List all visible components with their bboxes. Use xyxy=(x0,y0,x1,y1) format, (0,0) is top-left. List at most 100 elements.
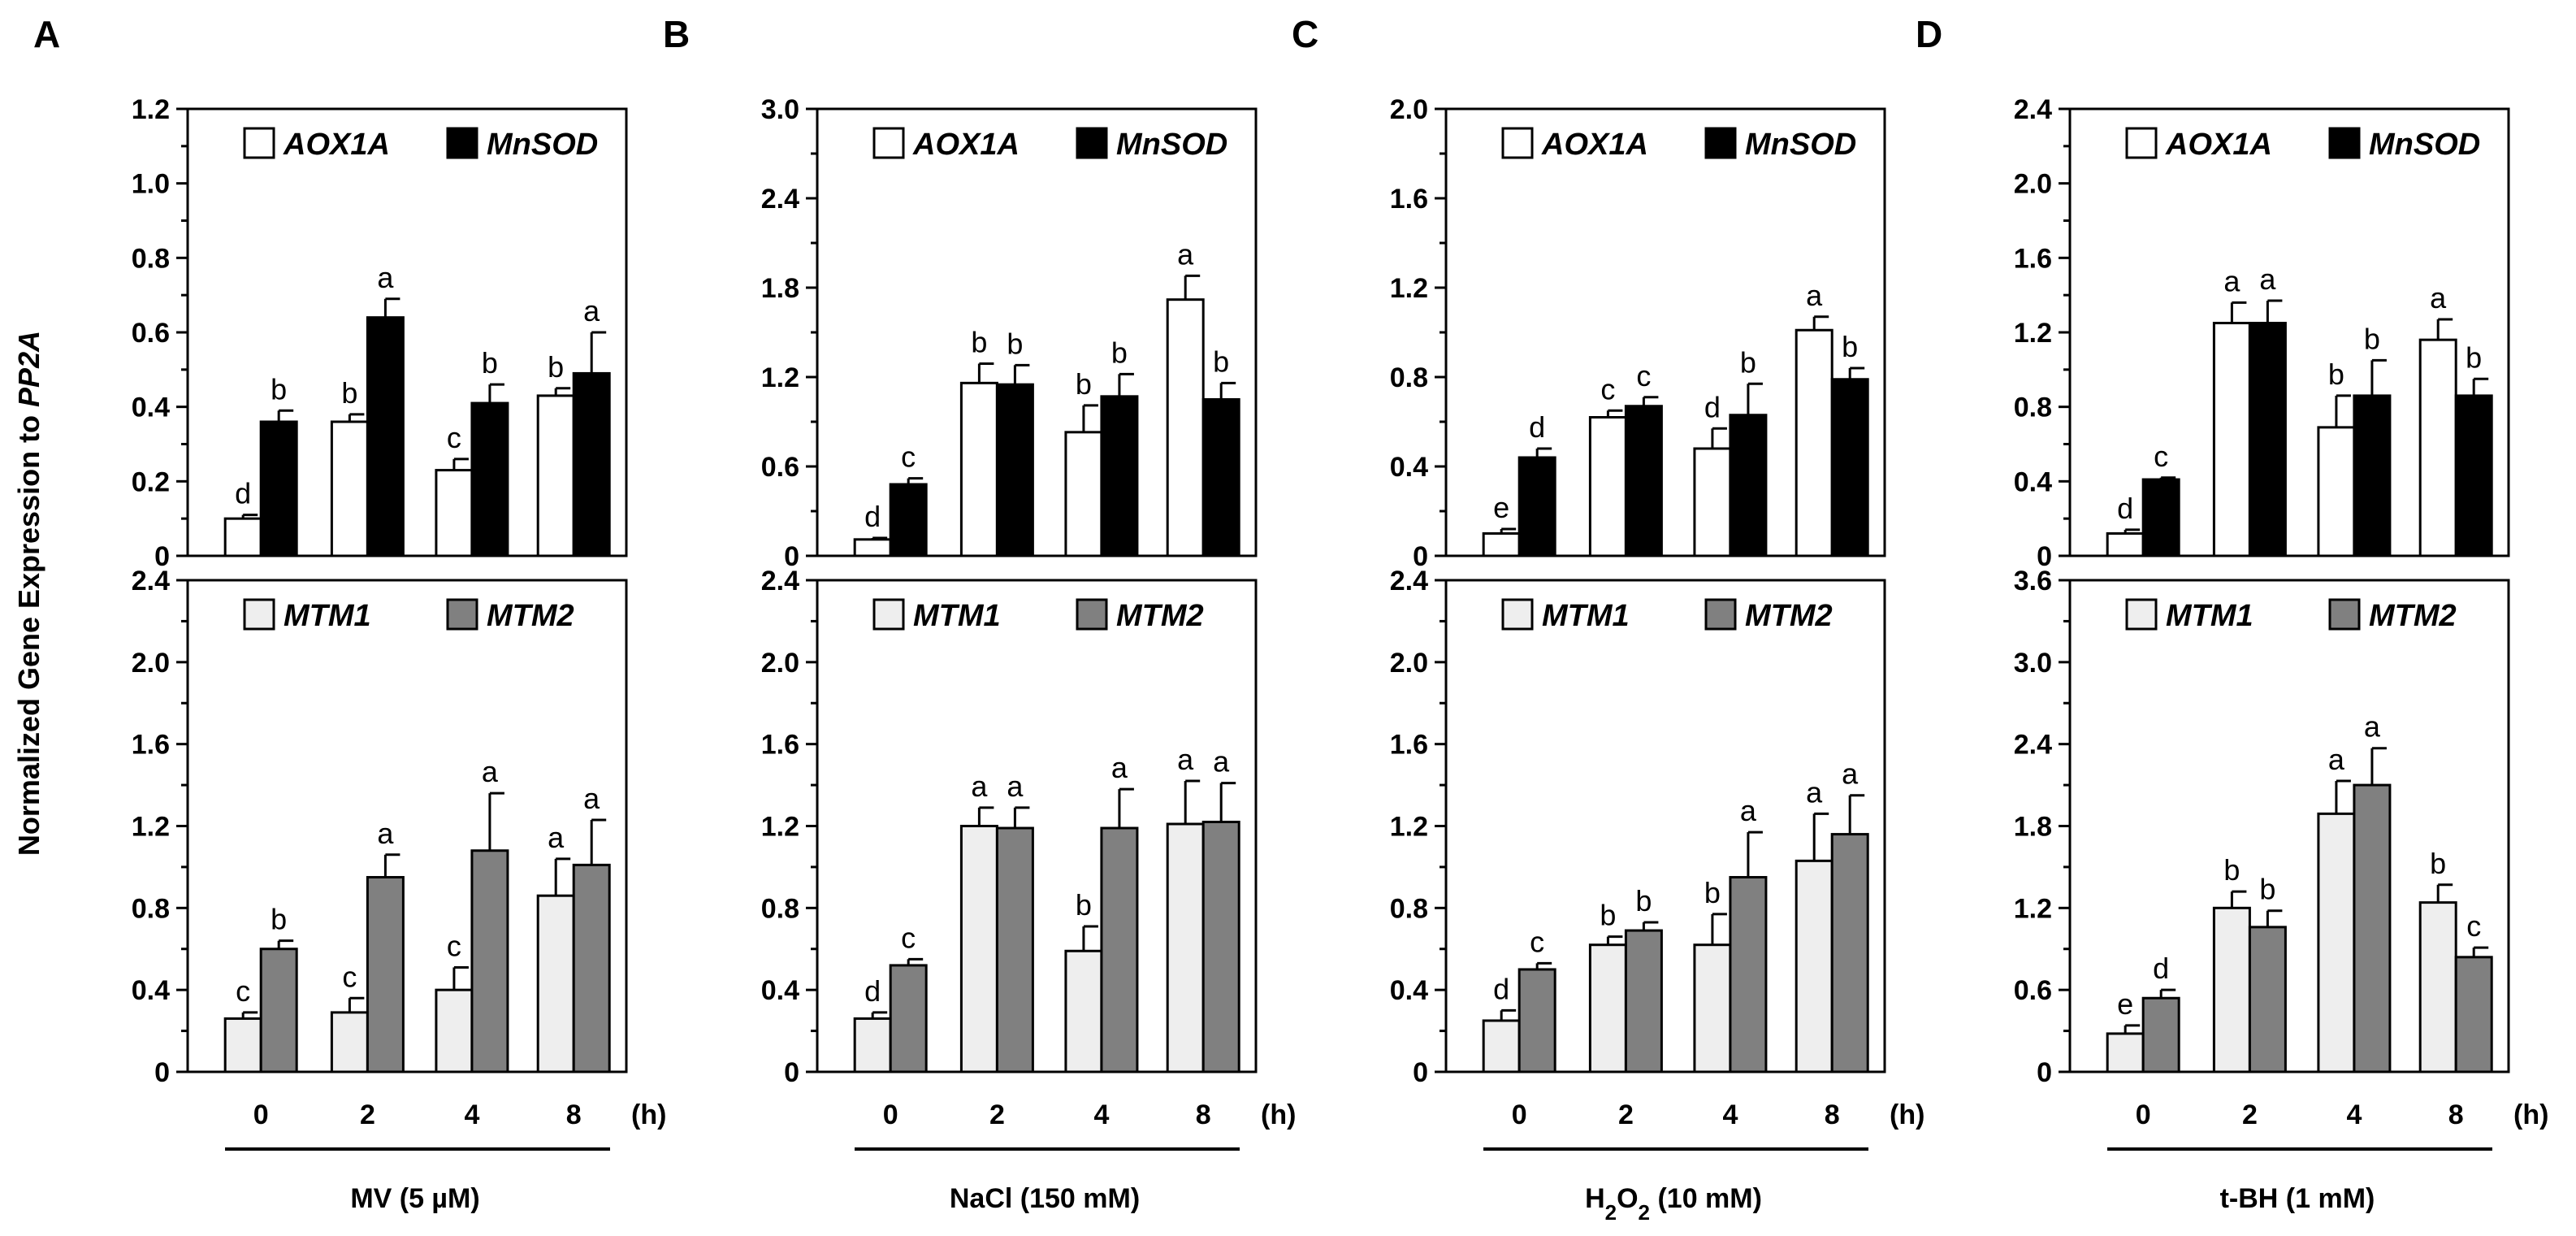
y-tick-label: 1.6 xyxy=(2014,243,2052,274)
bar-mtm2-2 xyxy=(2248,926,2287,1073)
legend-swatch-mnsod xyxy=(1704,127,1737,159)
legend-swatch-mtm2 xyxy=(2328,598,2361,631)
legend-label-aox1a: AOX1A xyxy=(912,128,1020,162)
y-tick-label: 1.6 xyxy=(761,730,799,761)
bar-mnsod-8 xyxy=(572,371,611,557)
significance-letter: d xyxy=(235,477,251,510)
significance-letter: b xyxy=(1076,367,1092,401)
y-tick-label: 1.8 xyxy=(2014,812,2052,843)
y-tick-label: 0.2 xyxy=(132,466,170,497)
x-tick-label: 0 xyxy=(883,1099,898,1130)
y-tick-label: 1.6 xyxy=(1390,730,1428,761)
x-tick-label: 2 xyxy=(989,1099,1005,1130)
bar-aox1a-8 xyxy=(2418,338,2457,557)
bar-mtm1-0 xyxy=(223,1017,262,1073)
y-tick-label: 2.4 xyxy=(761,566,799,596)
y-tick-label: 0 xyxy=(154,1057,170,1088)
significance-letter: a xyxy=(1007,770,1024,803)
significance-letter: c xyxy=(901,921,916,954)
legend-label-mtm1: MTM1 xyxy=(2166,599,2253,633)
x-axis-labels: 0 2 4 8 (h) xyxy=(1512,1099,1925,1130)
significance-letter: c xyxy=(2154,440,2168,473)
x-tick-label: 8 xyxy=(1196,1099,1211,1130)
bar-mtm2-0 xyxy=(2141,996,2180,1073)
significance-letter: b xyxy=(1635,884,1652,917)
bar-aox1a-8 xyxy=(1795,328,1834,557)
bar-mnsod-2 xyxy=(995,383,1034,557)
bar-mnsod-0 xyxy=(259,420,298,557)
x-tick-label: 4 xyxy=(2346,1099,2362,1130)
y-tick-label: 0.8 xyxy=(2014,392,2052,423)
x-tick-label: 4 xyxy=(464,1099,479,1130)
legend-swatch-aox1a xyxy=(1501,127,1534,159)
legend-swatch-mnsod xyxy=(446,127,478,159)
legend: AOX1A MnSOD xyxy=(243,127,598,162)
significance-letter: b xyxy=(1007,327,1023,360)
treatment-label: H2O2 (10 mM) xyxy=(1585,1183,1762,1225)
bar-mtm1-4 xyxy=(2317,812,2356,1073)
significance-letter: a xyxy=(2328,743,2345,776)
y-tick-label: 0 xyxy=(154,541,170,572)
legend-swatch-mtm1 xyxy=(872,598,905,631)
x-unit-label: (h) xyxy=(1261,1099,1296,1130)
legend-swatch-mnsod xyxy=(2328,127,2361,159)
significance-letter: b xyxy=(548,350,564,384)
y-tick-label: 2.4 xyxy=(2014,94,2052,125)
significance-letter: b xyxy=(341,376,357,410)
y-tick-label: 1.6 xyxy=(132,730,170,761)
x-tick-label: 0 xyxy=(253,1099,269,1130)
bar-aox1a-4 xyxy=(1693,447,1732,557)
legend: AOX1A MnSOD xyxy=(872,127,1227,162)
bar-aox1a-4 xyxy=(435,469,474,557)
significance-letter: b xyxy=(1076,888,1092,922)
x-tick-label: 8 xyxy=(566,1099,582,1130)
significance-letter: b xyxy=(2430,847,2446,880)
bar-aox1a-0 xyxy=(1482,532,1521,557)
legend: AOX1A MnSOD xyxy=(1501,127,1856,162)
y-tick-label: 0.8 xyxy=(761,893,799,924)
significance-letter: a xyxy=(2259,262,2276,296)
bar-mtm2-4 xyxy=(1100,826,1139,1073)
legend-label-aox1a: AOX1A xyxy=(2165,128,2272,162)
bar-mtm2-4 xyxy=(470,849,509,1073)
treatment-label: t-BH (1 mM) xyxy=(2220,1183,2375,1214)
legend-swatch-aox1a xyxy=(243,127,275,159)
significance-letter: c xyxy=(901,440,916,474)
y-tick-label: 0.4 xyxy=(1390,452,1428,483)
y-tick-label: 1.2 xyxy=(2014,893,2052,924)
y-tick-label: 1.8 xyxy=(761,273,799,304)
y-tick-label: 0.8 xyxy=(132,893,170,924)
bar-aox1a-4 xyxy=(2317,426,2356,557)
y-tick-label: 2.0 xyxy=(132,648,170,679)
bar-mtm2-2 xyxy=(995,826,1034,1073)
y-tick-label: 2.0 xyxy=(1390,648,1428,679)
y-tick-label: 0.4 xyxy=(132,975,170,1006)
legend-swatch-mtm1 xyxy=(1501,598,1534,631)
legend-label-mnsod: MnSOD xyxy=(1116,128,1227,162)
legend-label-aox1a: AOX1A xyxy=(1541,128,1648,162)
significance-letter: d xyxy=(1704,390,1721,423)
significance-letter: b xyxy=(1842,330,1858,363)
y-tick-label: 0.8 xyxy=(1390,362,1428,393)
y-tick-label: 2.4 xyxy=(132,566,170,596)
panel-letter-a: A xyxy=(33,13,60,55)
significance-letter: d xyxy=(864,500,881,533)
bar-mtm1-4 xyxy=(1693,943,1732,1073)
x-tick-label: 4 xyxy=(1722,1099,1738,1130)
significance-letter: a xyxy=(1177,743,1194,776)
legend-swatch-aox1a xyxy=(872,127,905,159)
bar-mtm2-8 xyxy=(1201,820,1240,1073)
y-tick-label: 0.6 xyxy=(761,452,799,483)
significance-letter: b xyxy=(1213,345,1229,378)
bar-mtm1-2 xyxy=(1588,943,1627,1073)
x-tick-label: 0 xyxy=(1512,1099,1527,1130)
bar-aox1a-8 xyxy=(536,394,575,557)
significance-letter: a xyxy=(1111,751,1128,784)
bar-mtm2-8 xyxy=(1830,833,1869,1073)
legend: MTM1 MTM2 xyxy=(2125,598,2457,633)
bar-mnsod-0 xyxy=(2141,478,2180,557)
